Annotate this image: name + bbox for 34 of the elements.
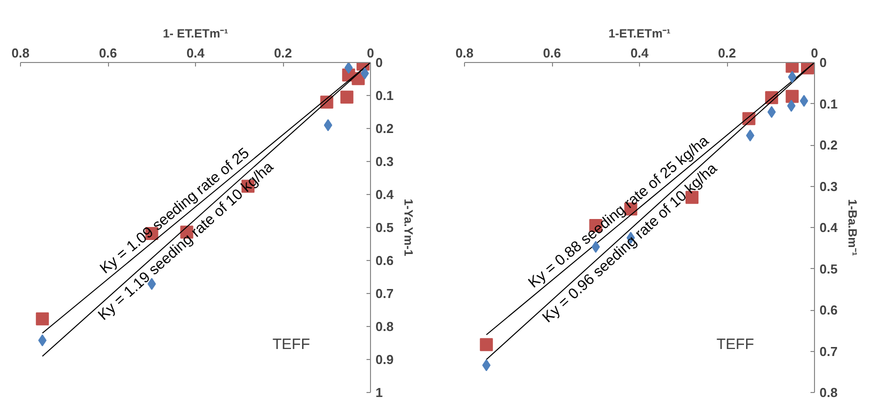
y-tick-label: 0.5 (376, 220, 394, 235)
y-tick-label: 0.8 (820, 385, 838, 400)
x-tick-label: 0.8 (11, 46, 30, 60)
y-tick-label: 0.5 (820, 261, 838, 276)
y-axis-title: 1-Ya.Ym-1 (402, 198, 416, 257)
y-tick-label: 0 (820, 55, 827, 70)
x-axis-title: 1-ET.ETm⁻¹ (608, 26, 671, 40)
y-tick-label: 0.7 (820, 344, 838, 359)
annotation: TEFF (716, 336, 754, 353)
y-tick-label: 0.1 (376, 88, 394, 103)
y-tick-label: 0.8 (376, 319, 394, 334)
x-tick-label: 0.6 (98, 46, 118, 60)
y-tick-label: 0.3 (376, 154, 394, 169)
x-tick-label: 0.2 (718, 46, 736, 60)
x-tick-label: 0.4 (630, 46, 650, 60)
x-tick-label: 0.8 (455, 46, 474, 60)
y-tick-label: 0 (376, 55, 383, 70)
y-tick-label: 1 (376, 385, 383, 400)
y-tick-label: 0.2 (820, 138, 838, 152)
y-tick-label: 0.3 (820, 178, 838, 194)
x-axis-title: 1- ET.ETm⁻¹ (162, 26, 228, 40)
y-tick-label: 0.4 (376, 187, 394, 202)
x-tick-label: 0.6 (542, 46, 562, 60)
y-tick-label: 0.6 (820, 302, 838, 318)
annotation: TEFF (272, 336, 310, 353)
y-tick-label: 0.6 (376, 253, 394, 268)
y-tick-label: 0.2 (376, 121, 394, 136)
y-tick-label: 0.7 (376, 286, 394, 301)
y-tick-label: 0.4 (820, 220, 838, 235)
y-axis-title: 1-Ba.Bm⁻¹ (846, 199, 860, 256)
x-tick-label: 0.4 (186, 46, 206, 60)
y-tick-label: 0.9 (376, 352, 394, 367)
x-tick-label: 0.2 (274, 46, 292, 60)
y-tick-label: 0.1 (820, 96, 838, 112)
